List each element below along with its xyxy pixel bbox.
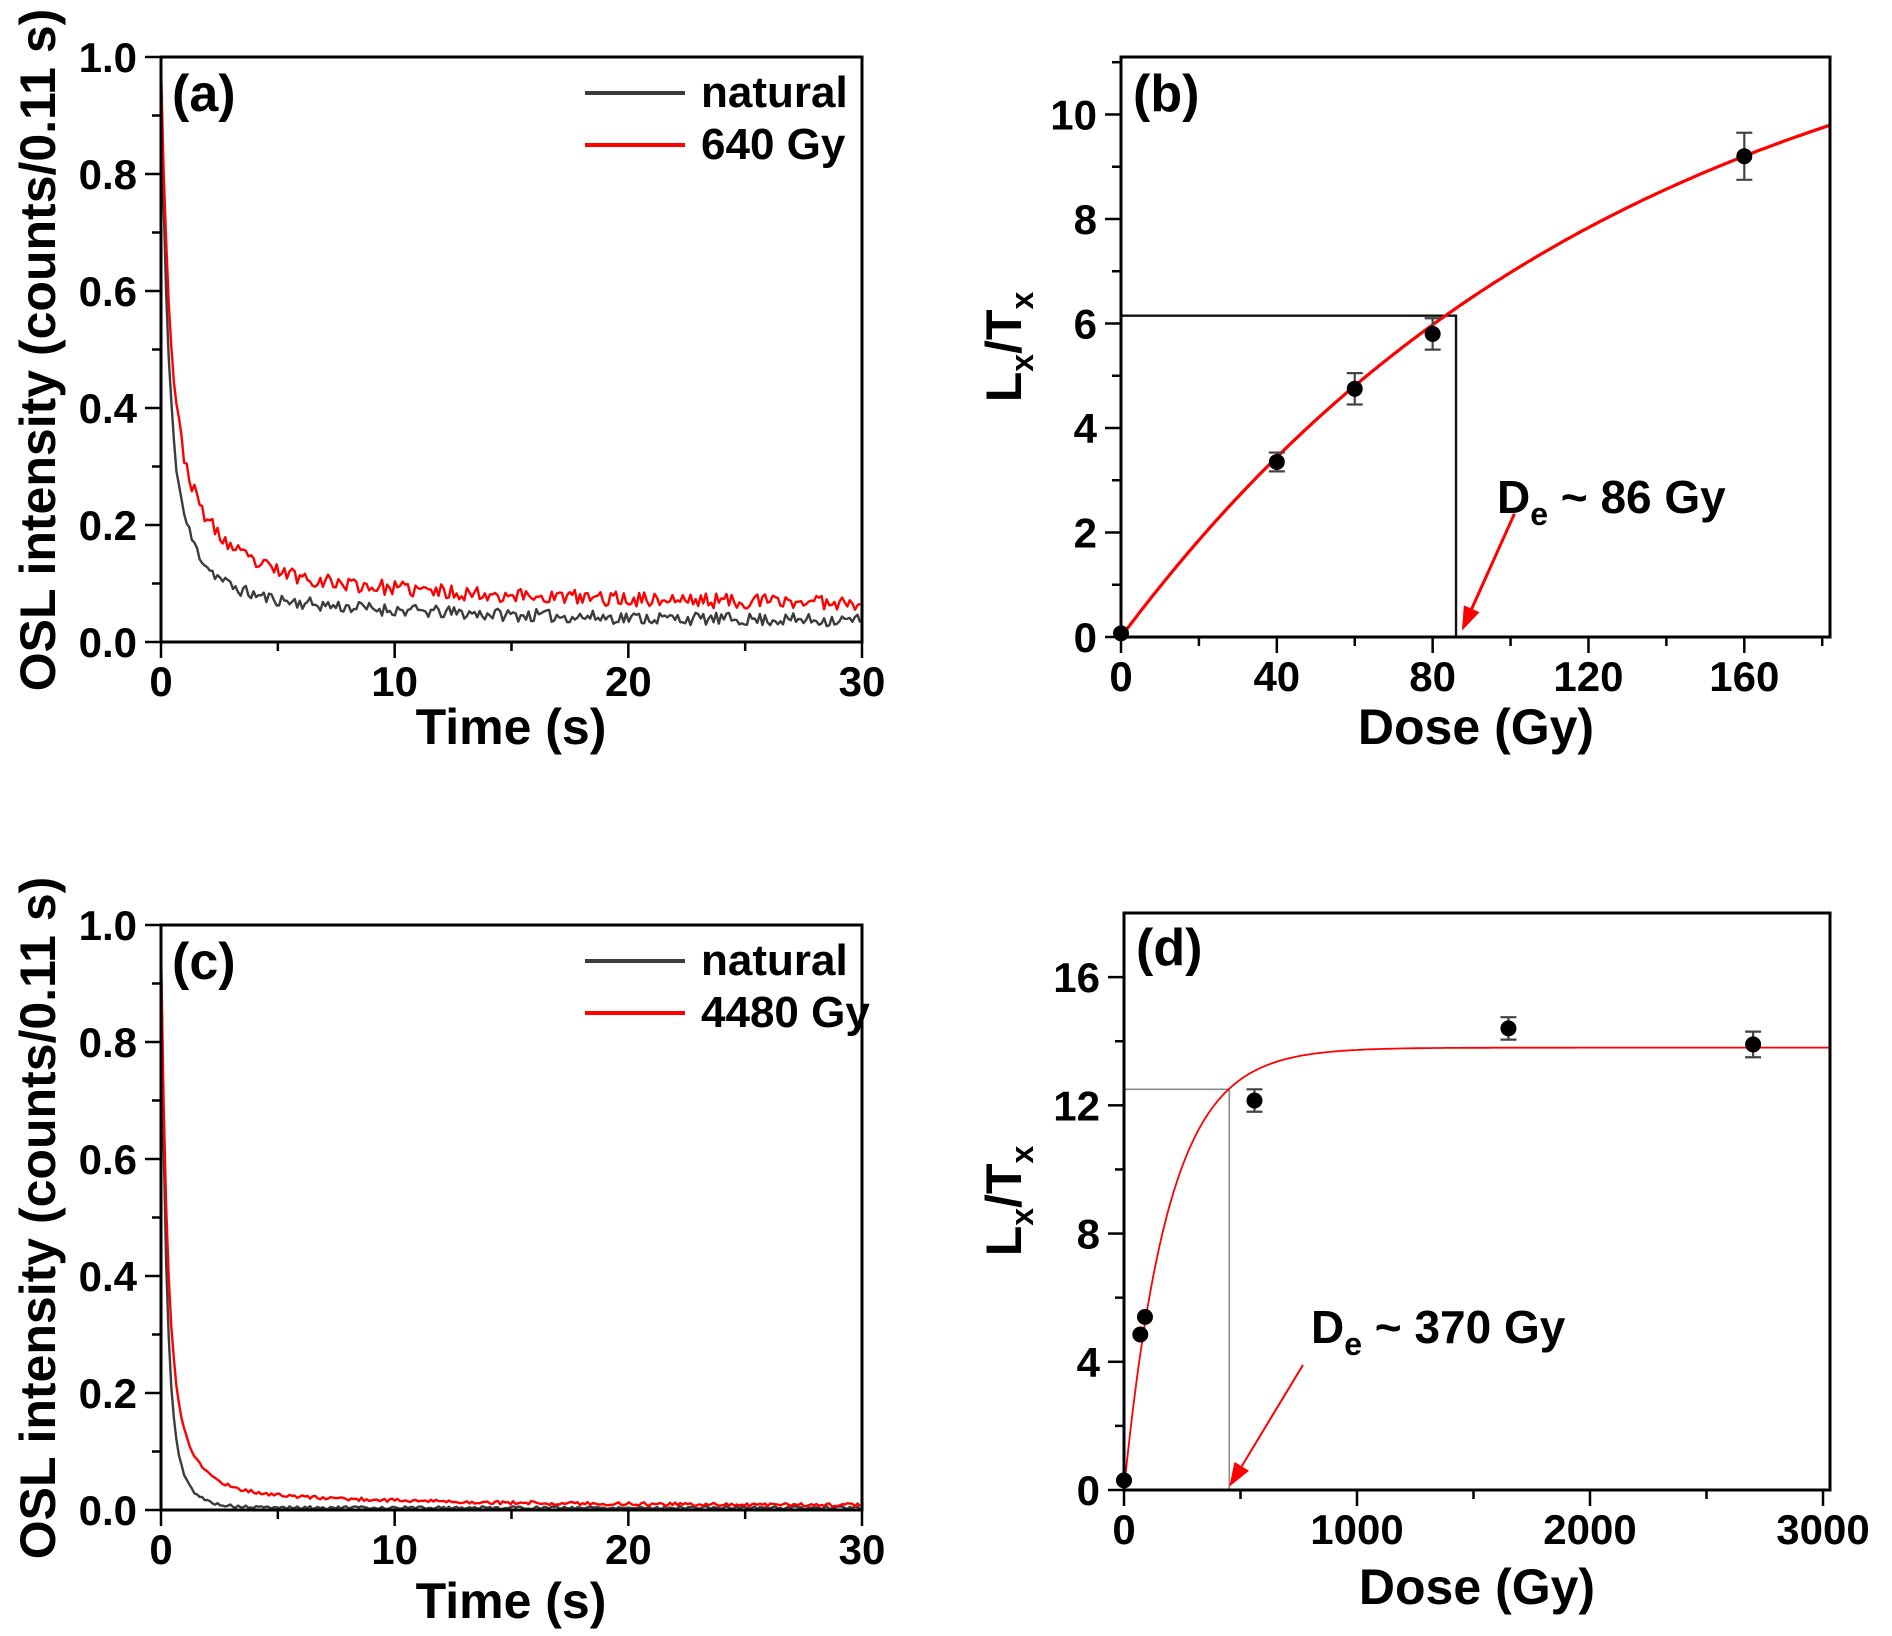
y-tick-label: 0.0 xyxy=(79,1487,137,1534)
x-tick-label: 1000 xyxy=(1310,1506,1403,1553)
x-tick-label: 160 xyxy=(1709,653,1779,700)
annotation-arrowhead xyxy=(1229,1461,1249,1487)
legend-label: 4480 Gy xyxy=(701,988,870,1037)
panel-d-label: (d) xyxy=(1136,919,1203,977)
x-tick-label: 80 xyxy=(1409,653,1456,700)
legend-line-swatch xyxy=(585,1011,685,1015)
panel-c-y-axis-title: OSL intensity (counts/0.11 s) xyxy=(10,876,66,1560)
decay-curve-natural xyxy=(159,951,861,1511)
x-tick-label: 40 xyxy=(1253,653,1300,700)
data-point xyxy=(1246,1092,1263,1109)
x-tick-label: 10 xyxy=(371,658,418,705)
y-tick-label: 8 xyxy=(1074,196,1097,243)
panel-a-x-axis-title: Time (s) xyxy=(415,699,607,755)
annotation-arrowhead xyxy=(1461,605,1480,631)
fit-curve xyxy=(1119,123,1831,638)
y-tick-label: 0.0 xyxy=(79,619,137,666)
decay-curve-4480-Gy xyxy=(159,948,861,1508)
y-tick-label: 4 xyxy=(1077,1339,1101,1386)
legend-item-dose: 4480 Gy xyxy=(585,987,870,1039)
y-tick-label: 12 xyxy=(1053,1082,1100,1129)
panel-d-plot: 0 1000 2000 3000 0 4 8 12 16 xyxy=(1053,911,1870,1553)
y-tick-label: 0.6 xyxy=(79,1136,137,1183)
y-tick-label: 6 xyxy=(1074,300,1097,347)
fit-curve xyxy=(1123,1046,1830,1491)
x-tick-label: 10 xyxy=(371,1526,418,1573)
panel-b-label: (b) xyxy=(1133,65,1200,123)
decay-curve-640-Gy xyxy=(159,66,861,611)
panel-a-label: (a) xyxy=(172,65,236,123)
y-tick-label: 0.4 xyxy=(79,1253,138,1300)
panel-d-x-axis-title: Dose (Gy) xyxy=(1358,1559,1596,1615)
legend-item-dose: 640 Gy xyxy=(585,119,848,171)
panel-c-plot: 0 10 20 30 0.0 0.2 0.4 0.6 0.8 1.0 xyxy=(79,902,886,1573)
y-tick-label: 0.2 xyxy=(79,1370,137,1417)
decay-curve-natural xyxy=(159,71,862,628)
panel-b-y-axis-title: Lx/Tx xyxy=(976,291,1040,403)
data-point xyxy=(1500,1020,1517,1037)
y-tick-label: 2 xyxy=(1074,509,1097,556)
y-tick-label: 1.0 xyxy=(79,34,137,81)
y-tick-label: 0.2 xyxy=(79,502,137,549)
x-tick-label: 0 xyxy=(1109,653,1132,700)
x-tick-label: 2000 xyxy=(1543,1506,1636,1553)
panel-c-legend: natural 4480 Gy xyxy=(585,935,870,1039)
x-tick-label: 30 xyxy=(839,1526,886,1573)
panel-a-y-axis-title: OSL intensity (counts/0.11 s) xyxy=(10,8,66,692)
legend-item-natural: natural xyxy=(585,67,848,119)
x-tick-label: 0 xyxy=(149,658,172,705)
de-indicator-lines xyxy=(1124,1088,1231,1490)
y-tick-label: 8 xyxy=(1077,1211,1100,1258)
data-point xyxy=(1136,1308,1153,1325)
y-tick-label: 4 xyxy=(1074,405,1098,452)
legend-line-swatch xyxy=(585,143,685,147)
y-tick-label: 1.0 xyxy=(79,902,137,949)
data-point xyxy=(1346,380,1363,397)
x-tick-label: 20 xyxy=(605,658,652,705)
legend-label: 640 Gy xyxy=(701,120,846,169)
y-tick-label: 16 xyxy=(1053,954,1100,1001)
y-tick-label: 0.8 xyxy=(79,151,137,198)
panel-d-de-annotation: De ~ 370 Gy xyxy=(1311,1301,1566,1362)
data-point xyxy=(1736,148,1753,165)
panel-b-plot: 0 40 80 120 160 0 2 4 6 8 10 xyxy=(1050,55,1832,700)
x-tick-label: 30 xyxy=(839,658,886,705)
data-point xyxy=(1132,1326,1149,1343)
data-point xyxy=(1745,1036,1762,1053)
x-tick-label: 120 xyxy=(1553,653,1623,700)
y-tick-label: 0.8 xyxy=(79,1019,137,1066)
x-tick-label: 3000 xyxy=(1776,1506,1869,1553)
data-point xyxy=(1424,325,1441,342)
panel-c-x-axis-title: Time (s) xyxy=(415,1573,607,1629)
legend-label: natural xyxy=(701,68,848,117)
panel-c-label: (c) xyxy=(172,933,236,991)
x-tick-label: 20 xyxy=(605,1526,652,1573)
panel-a-plot: 0 10 20 30 0.0 0.2 0.4 0.6 0.8 1.0 xyxy=(79,34,886,705)
panel-b-de-annotation: De ~ 86 Gy xyxy=(1497,471,1726,532)
plot-frame xyxy=(1122,911,1832,1492)
legend-line-swatch xyxy=(585,91,685,95)
data-point xyxy=(1268,453,1285,470)
plot-frame xyxy=(1119,55,1832,639)
y-tick-label: 0 xyxy=(1077,1467,1100,1514)
panel-a-legend: natural 640 Gy xyxy=(585,67,848,171)
y-tick-label: 10 xyxy=(1050,91,1097,138)
de-indicator-lines xyxy=(1121,314,1458,637)
x-tick-label: 0 xyxy=(149,1526,172,1573)
y-tick-label: 0.6 xyxy=(79,268,137,315)
x-tick-label: 0 xyxy=(1112,1506,1135,1553)
panel-b-x-axis-title: Dose (Gy) xyxy=(1357,699,1595,755)
panel-d-y-axis-title: Lx/Tx xyxy=(976,1145,1040,1257)
legend-line-swatch xyxy=(585,959,685,963)
legend-item-natural: natural xyxy=(585,935,870,987)
legend-label: natural xyxy=(701,936,848,985)
annotation-arrow xyxy=(1470,513,1516,610)
y-tick-label: 0.4 xyxy=(79,385,138,432)
y-tick-label: 0 xyxy=(1074,614,1097,661)
annotation-arrow xyxy=(1240,1364,1304,1467)
